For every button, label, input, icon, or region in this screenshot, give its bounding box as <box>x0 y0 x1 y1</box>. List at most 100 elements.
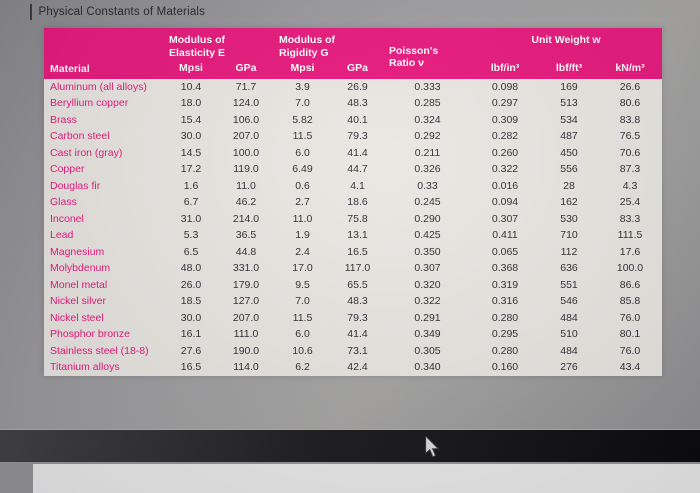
value-cell: 5.82 <box>292 113 313 126</box>
table-row: Nickel steel 30.0 207.0 11.5 79.3 0.291 0.280 4… <box>44 310 662 327</box>
value-cell: 710 <box>560 229 578 242</box>
value-cell: 0.316 <box>491 295 519 308</box>
page-title: Physical Constants of Materials <box>38 6 206 18</box>
value-cell: 331.0 <box>232 262 260 275</box>
value-cell: 76.5 <box>619 130 641 143</box>
value-cell: 0.340 <box>414 361 441 374</box>
value-cell: 48.0 <box>180 262 202 275</box>
value-cell: 124.0 <box>232 97 260 110</box>
value-cell: 7.0 <box>295 97 310 110</box>
value-cell: 41.4 <box>347 146 368 159</box>
value-cell: 6.2 <box>295 361 310 374</box>
value-cell: 106.0 <box>232 113 260 126</box>
value-cell: 9.5 <box>295 278 310 291</box>
value-cell: 484 <box>560 344 578 357</box>
table-row: Aluminum (all alloys) 10.4 71.7 3.9 26.9 0.33… <box>44 79 662 96</box>
value-cell: 0.307 <box>491 212 519 225</box>
value-cell: 450 <box>560 146 578 159</box>
unit-header-gpa-g: GPa <box>330 61 385 79</box>
value-cell: 111.5 <box>617 229 643 242</box>
value-cell: 27.6 <box>180 344 202 357</box>
value-cell: 7.0 <box>295 295 310 308</box>
value-cell: 0.322 <box>491 163 519 176</box>
value-cell: 0.6 <box>295 179 310 192</box>
value-cell: 0.211 <box>414 146 441 159</box>
value-cell: 18.6 <box>347 196 368 209</box>
value-cell: 36.5 <box>235 229 257 242</box>
unit-header-gpa-e: GPa <box>217 61 275 79</box>
value-cell: 6.0 <box>295 146 310 159</box>
value-cell: 0.307 <box>414 262 441 275</box>
value-cell: 551 <box>560 278 578 291</box>
value-cell: 0.291 <box>414 311 441 324</box>
table-row: Carbon steel 30.0 207.0 11.5 79.3 0.292 0.282 4… <box>44 128 662 145</box>
value-cell: 40.1 <box>347 113 368 126</box>
value-cell: 75.8 <box>347 212 368 225</box>
value-cell: 636 <box>560 262 578 275</box>
value-cell: 0.320 <box>414 278 441 291</box>
value-cell: 73.1 <box>347 344 368 357</box>
header-group-row: Material Modulus of Elasticity E Modulus… <box>44 28 663 79</box>
value-cell: 2.4 <box>295 245 310 258</box>
value-cell: 214.0 <box>232 212 260 225</box>
material-cell: Lead <box>50 229 74 242</box>
value-cell: 14.5 <box>180 146 202 159</box>
value-cell: 26.6 <box>619 80 641 93</box>
poisson-column-header: Poisson's Ratio ν <box>385 28 470 79</box>
unit-header-mpsi-e: Mpsi <box>165 61 217 79</box>
value-cell: 0.282 <box>491 130 519 143</box>
value-cell: 16.5 <box>347 245 368 258</box>
value-cell: 76.0 <box>619 311 641 324</box>
value-cell: 44.8 <box>235 245 257 258</box>
value-cell: 0.094 <box>491 196 519 209</box>
material-cell: Magnesium <box>50 245 105 258</box>
value-cell: 80.1 <box>619 328 641 341</box>
value-cell: 510 <box>560 328 578 341</box>
material-cell: Carbon steel <box>50 130 110 143</box>
value-cell: 0.411 <box>492 229 518 242</box>
value-cell: 26.9 <box>347 80 368 93</box>
value-cell: 119.0 <box>233 163 259 176</box>
table-row: Cast iron (gray) 14.5 100.0 6.0 41.4 0.211 0.2… <box>44 145 662 162</box>
material-cell: Inconel <box>50 212 84 225</box>
value-cell: 0.297 <box>491 97 519 110</box>
value-cell: 0.016 <box>491 179 519 192</box>
value-cell: 6.5 <box>183 245 199 258</box>
value-cell: 11.5 <box>292 311 313 324</box>
value-cell: 207.0 <box>232 311 260 324</box>
header-units-row: Mpsi GPa Mpsi GPa lbf/in³ lbf/ft³ kN/m³ <box>44 61 663 79</box>
value-cell: 41.4 <box>347 328 368 341</box>
value-cell: 76.0 <box>619 344 641 357</box>
mouse-cursor <box>425 436 440 458</box>
value-cell: 1.6 <box>183 179 199 192</box>
value-cell: 487 <box>560 130 578 143</box>
value-cell: 43.4 <box>619 361 641 374</box>
table-row: Stainless steel (18-8) 27.6 190.0 10.6 73.1 0… <box>44 343 662 360</box>
material-column-header: Material <box>44 28 165 79</box>
value-cell: 0.098 <box>491 80 519 93</box>
value-cell: 162 <box>560 196 578 209</box>
material-cell: Nickel silver <box>50 295 107 308</box>
value-cell: 10.4 <box>180 80 202 93</box>
value-cell: 5.3 <box>183 229 199 242</box>
materials-table: Material Modulus of Elasticity E Modulus… <box>44 28 663 376</box>
material-cell: Nickel steel <box>50 311 104 324</box>
value-cell: 71.7 <box>235 80 257 93</box>
value-cell: 44.7 <box>347 163 368 176</box>
material-cell: Beryllium copper <box>50 97 129 110</box>
value-cell: 0.280 <box>491 344 519 357</box>
value-cell: 17.0 <box>292 262 313 275</box>
value-cell: 4.1 <box>350 179 365 192</box>
value-cell: 83.3 <box>619 212 641 225</box>
table-row: Lead 5.3 36.5 1.9 13.1 0.425 0.411 710 111.5 <box>44 227 662 244</box>
table-row: Brass 15.4 106.0 5.82 40.1 0.324 0.309 534 83.8 <box>44 112 662 129</box>
value-cell: 546 <box>560 295 578 308</box>
table-header: Material Modulus of Elasticity E Modulus… <box>44 28 663 79</box>
value-cell: 0.295 <box>491 328 519 341</box>
value-cell: 30.0 <box>180 130 202 143</box>
value-cell: 86.6 <box>619 278 641 291</box>
table-row: Monel metal 26.0 179.0 9.5 65.5 0.320 0.319 551… <box>44 277 662 294</box>
material-cell: Brass <box>50 113 77 126</box>
value-cell: 65.5 <box>347 278 368 291</box>
title-rule <box>30 4 32 20</box>
